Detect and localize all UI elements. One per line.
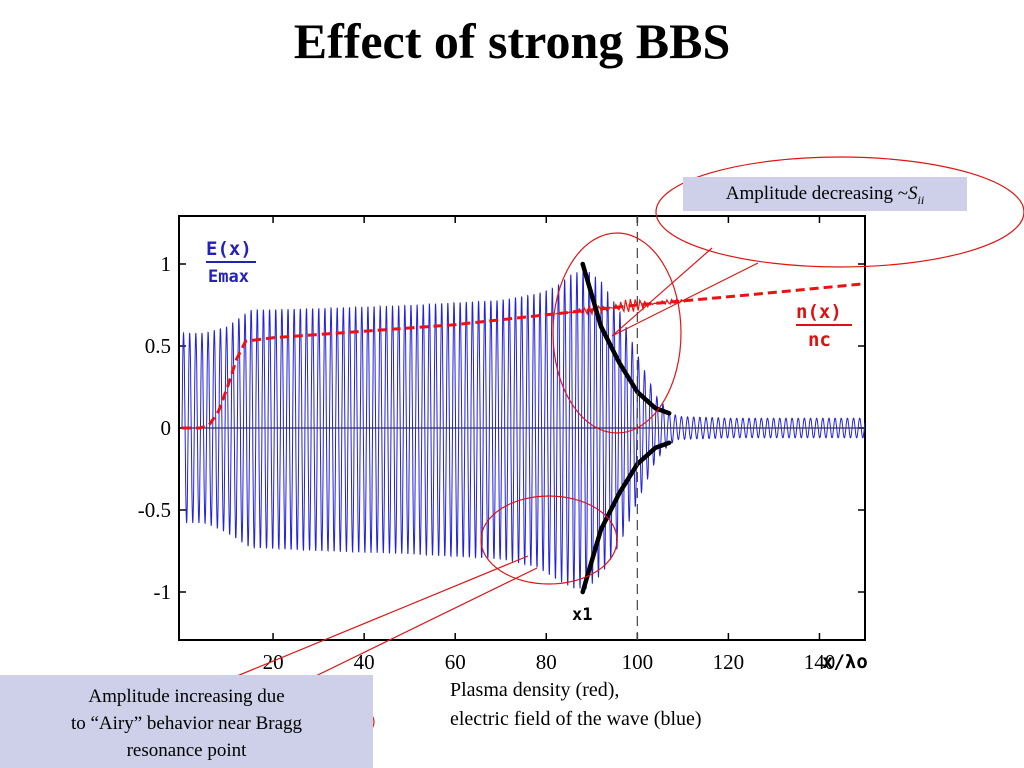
density-label-top: n(x) [796,301,842,323]
x1-marker-label: x1 [572,605,592,625]
electric-field-line [181,271,866,589]
axis-ticks: 20 40 60 80 100 120 140 1 0.5 0 -0.5 -1 [138,216,865,674]
y-label-top: E(x) [206,238,252,260]
x-axis-label: x/λo [822,651,868,673]
caption-line-1: Plasma density (red), [450,679,620,701]
electric-field-series [181,271,866,589]
x-tick-label: 40 [354,650,375,674]
density-label-bottom: nc [808,329,831,351]
y-tick-label: -0.5 [138,498,171,522]
bottom-box-line-3: resonance point [126,740,247,761]
x-tick-label: 60 [445,650,466,674]
x-tick-label: 80 [536,650,557,674]
bottom-box-line-2: to “Airy” behavior near Bragg [70,713,303,734]
x-tick-label: 100 [622,650,654,674]
y-tick-label: -1 [154,580,172,604]
y-tick-label: 0.5 [145,334,171,358]
x-tick-label: 140 [804,650,836,674]
y-tick-label: 0 [161,416,172,440]
top-box-symbol: S [908,183,918,204]
y-label-bottom: Emax [208,267,249,287]
top-box-text: Amplitude decreasing ~ [725,183,909,204]
top-box-subscript: ii [917,192,925,207]
top-callout-pointer [611,247,759,337]
decrease-region-ellipse [552,232,682,434]
slide-title: Effect of strong BBS [293,13,731,69]
amplitude-increasing-box: Amplitude increasing due to “Airy” behav… [0,675,373,768]
figure-caption: Plasma density (red), electric field of … [450,676,850,734]
bottom-callout-pointer-2 [282,567,538,693]
x-tick-label: 120 [713,650,745,674]
lower-envelope-fit [580,440,672,595]
bottom-box-line-1: Amplitude increasing due [88,686,285,707]
increase-region-ellipse [480,495,618,585]
density-series [182,282,866,430]
amplitude-decreasing-box: Amplitude decreasing ~Sii [683,177,967,211]
y-tick-label: 1 [161,252,172,276]
top-highlight-ellipse [655,156,1024,268]
caption-line-2: electric field of the wave (blue) [450,708,702,730]
density-fluctuation [555,298,692,317]
x-tick-label: 20 [263,650,284,674]
bottom-callout-pointer-1 [202,555,529,691]
